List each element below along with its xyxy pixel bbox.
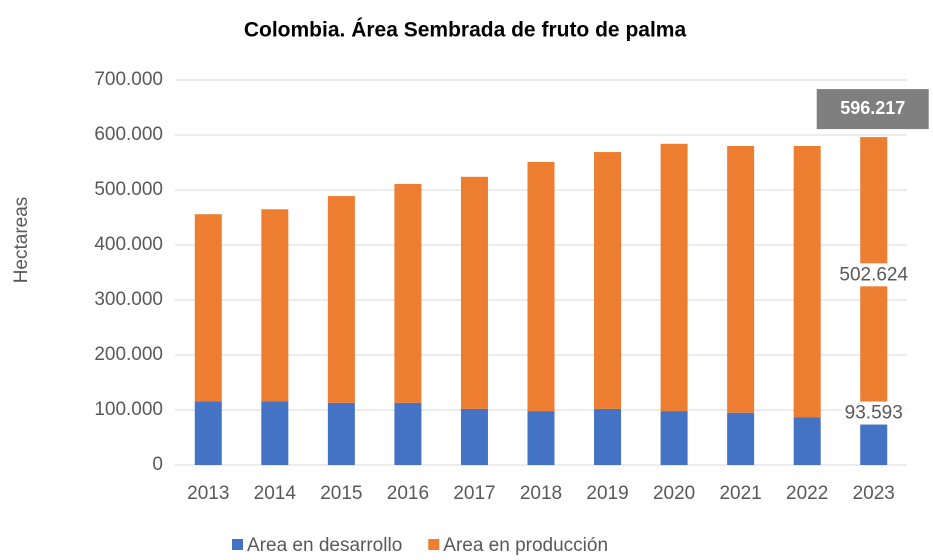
legend-label: Area en desarrollo — [247, 535, 402, 556]
bar-segment — [594, 408, 622, 465]
x-tick-label: 2021 — [719, 483, 761, 504]
legend-swatch — [232, 539, 243, 550]
bar-segment — [793, 417, 821, 465]
bar-segment — [727, 412, 755, 465]
data-label: 502.624 — [839, 264, 908, 285]
bar-segment — [527, 161, 555, 412]
y-tick-label: 700.000 — [94, 69, 163, 90]
legend-label: Area en producción — [443, 535, 608, 556]
x-tick-label: 2016 — [387, 483, 429, 504]
x-tick-label: 2020 — [653, 483, 695, 504]
legend-swatch — [428, 539, 440, 550]
y-tick-label: 600.000 — [94, 124, 163, 145]
y-tick-label: 200.000 — [94, 344, 163, 365]
x-tick-label: 2017 — [453, 483, 495, 504]
bar-segment — [394, 402, 422, 465]
x-tick-label: 2019 — [586, 483, 628, 504]
y-tick-label: 0 — [152, 454, 163, 475]
total-label-box — [816, 89, 929, 130]
bar-segment — [460, 408, 488, 465]
data-label-bg — [841, 401, 906, 425]
bar-segment — [793, 146, 821, 418]
bar-segment — [660, 143, 688, 412]
bar-segment — [460, 176, 488, 409]
data-label: 93.593 — [845, 403, 903, 424]
y-tick-label: 500.000 — [94, 179, 163, 200]
bar-segment — [327, 402, 355, 465]
y-axis-label: Hectareas — [11, 197, 32, 284]
bar-segment — [527, 411, 555, 465]
x-tick-label: 2023 — [853, 483, 895, 504]
bar-segment — [660, 411, 688, 465]
bar-segment — [394, 183, 422, 403]
x-tick-label: 2013 — [187, 483, 229, 504]
x-tick-label: 2015 — [320, 483, 362, 504]
y-tick-label: 300.000 — [94, 289, 163, 310]
x-tick-label: 2018 — [520, 483, 562, 504]
y-tick-label: 100.000 — [94, 399, 163, 420]
x-tick-label: 2014 — [254, 483, 297, 504]
y-tick-label: 400.000 — [94, 234, 163, 255]
bar-segment — [194, 401, 222, 465]
total-label: 596.217 — [840, 98, 905, 118]
data-label-bg — [836, 263, 912, 287]
bar-segment — [727, 146, 755, 413]
bar-segment — [194, 214, 222, 402]
bar-segment — [594, 152, 622, 409]
bar-segment — [327, 196, 355, 403]
bar-segment — [261, 401, 289, 465]
chart-title: Colombia. Área Sembrada de fruto de palm… — [244, 19, 687, 42]
x-tick-label: 2022 — [786, 483, 828, 504]
bar-segment — [261, 209, 289, 402]
